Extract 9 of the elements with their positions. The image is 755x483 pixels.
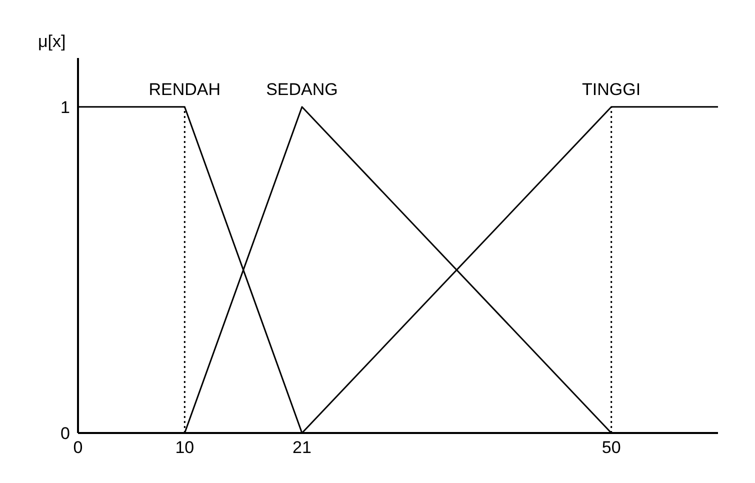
y-axis-title: μ[x] — [38, 32, 66, 52]
x-tick-label: 50 — [602, 438, 621, 458]
series-label: RENDAH — [148, 80, 221, 99]
x-tick-label: 0 — [73, 438, 83, 458]
series-label: TINGGI — [582, 80, 641, 99]
y-tick-label: 1 — [60, 98, 70, 117]
series-label: SEDANG — [266, 80, 338, 99]
x-tick-label: 21 — [292, 438, 312, 458]
x-tick-label: 10 — [175, 438, 194, 458]
